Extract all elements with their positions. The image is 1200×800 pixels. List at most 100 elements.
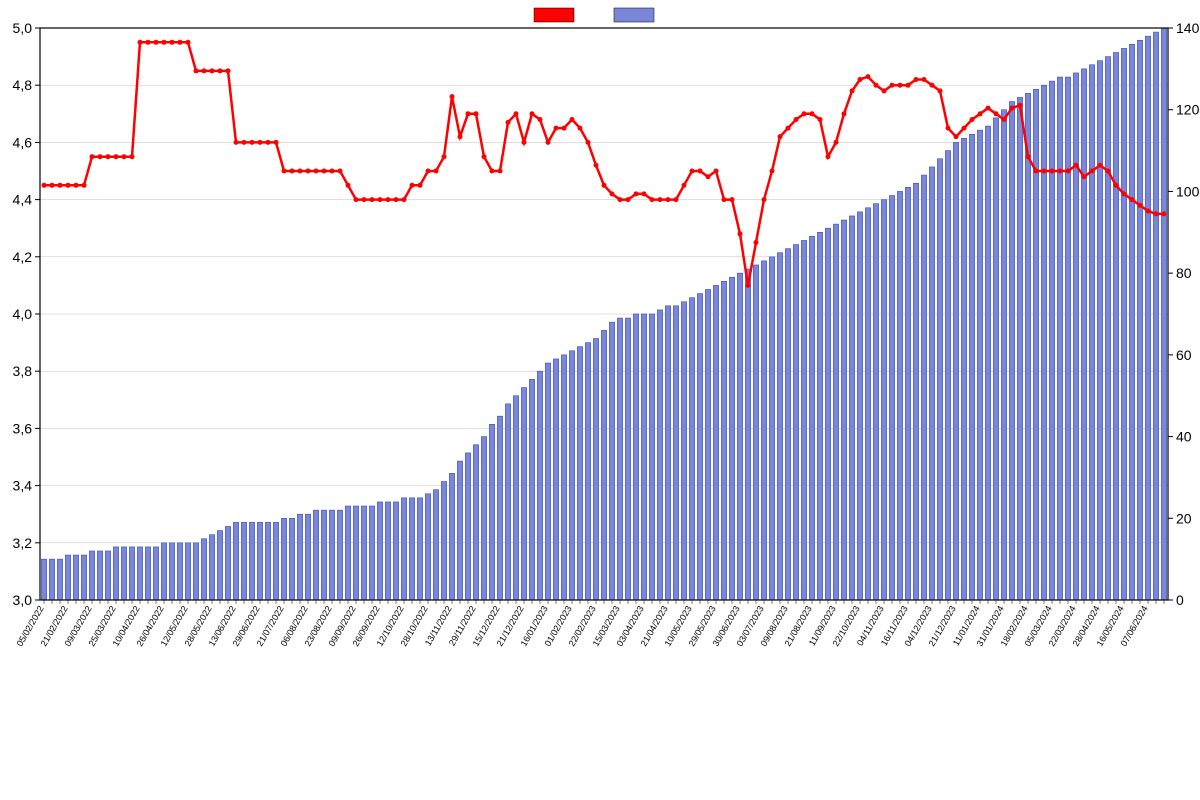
line-marker [474, 111, 479, 116]
line-marker [674, 197, 679, 202]
line-marker [754, 240, 759, 245]
line-marker [994, 111, 999, 116]
bar [657, 310, 662, 600]
bar [185, 543, 190, 600]
bar [505, 404, 510, 600]
line-marker [930, 83, 935, 88]
bar [73, 555, 78, 600]
line-marker [362, 197, 367, 202]
bar [529, 379, 534, 600]
line-marker [58, 183, 63, 188]
line-marker [298, 169, 303, 174]
line-marker [186, 40, 191, 45]
bar [1009, 102, 1014, 600]
bar [665, 306, 670, 600]
line-marker [170, 40, 175, 45]
line-marker [330, 169, 335, 174]
line-marker [770, 169, 775, 174]
bar [257, 522, 262, 600]
y-left-tick-label: 4,6 [13, 134, 33, 150]
bar [97, 551, 102, 600]
bar [673, 306, 678, 600]
bar [57, 559, 62, 600]
bar [81, 555, 86, 600]
line-marker [914, 77, 919, 82]
bar [609, 322, 614, 600]
bar [1153, 32, 1158, 600]
line-marker [698, 169, 703, 174]
bar [769, 257, 774, 600]
bar [433, 490, 438, 600]
line-marker [1106, 169, 1111, 174]
line-marker [946, 126, 951, 131]
line-marker [562, 126, 567, 131]
y-right-tick-label: 40 [1176, 429, 1192, 445]
line-marker [842, 111, 847, 116]
line-marker [826, 154, 831, 159]
bar [881, 200, 886, 600]
y-left-tick-label: 3,6 [13, 420, 33, 436]
y-right-tick-label: 20 [1176, 510, 1192, 526]
line-marker [570, 117, 575, 122]
bar [1001, 110, 1006, 600]
line-marker [1050, 169, 1055, 174]
line-marker [1154, 211, 1159, 216]
bar [1097, 61, 1102, 600]
bar [569, 351, 574, 600]
bar [473, 445, 478, 600]
bar [1145, 36, 1150, 600]
line-marker [666, 197, 671, 202]
line-marker [130, 154, 135, 159]
line-marker [658, 197, 663, 202]
bar [425, 494, 430, 600]
line-marker [818, 117, 823, 122]
line-marker [178, 40, 183, 45]
bar [873, 204, 878, 600]
line-marker [714, 169, 719, 174]
y-left-tick-label: 4,2 [13, 249, 33, 265]
line-marker [1066, 169, 1071, 174]
line-marker [626, 197, 631, 202]
bar [945, 151, 950, 600]
bar [705, 289, 710, 600]
line-marker [898, 83, 903, 88]
line-marker [354, 197, 359, 202]
line-marker [226, 68, 231, 73]
y-left-tick-label: 5,0 [13, 20, 33, 36]
line-marker [866, 74, 871, 79]
line-marker [682, 183, 687, 188]
line-marker [762, 197, 767, 202]
line-marker [634, 191, 639, 196]
bar [441, 482, 446, 600]
line-marker [610, 191, 615, 196]
bar [617, 318, 622, 600]
line-marker [250, 140, 255, 145]
line-marker [882, 88, 887, 93]
line-marker [346, 183, 351, 188]
bar [1049, 81, 1054, 600]
line-marker [1034, 169, 1039, 174]
bar [281, 518, 286, 600]
line-marker [786, 126, 791, 131]
y-left-tick-label: 4,4 [13, 192, 33, 208]
bar [721, 281, 726, 600]
bar [689, 298, 694, 600]
line-marker [1058, 169, 1063, 174]
line-marker [530, 111, 535, 116]
bar [745, 269, 750, 600]
line-marker [890, 83, 895, 88]
bar [121, 547, 126, 600]
bar [145, 547, 150, 600]
bar [897, 191, 902, 600]
bar [273, 522, 278, 600]
line-marker [450, 94, 455, 99]
bar [641, 314, 646, 600]
line-marker [778, 134, 783, 139]
line-marker [986, 106, 991, 111]
bar [161, 543, 166, 600]
line-marker [434, 169, 439, 174]
line-marker [50, 183, 55, 188]
bar [977, 130, 982, 600]
bar [137, 547, 142, 600]
legend-swatch-bar [614, 8, 654, 22]
